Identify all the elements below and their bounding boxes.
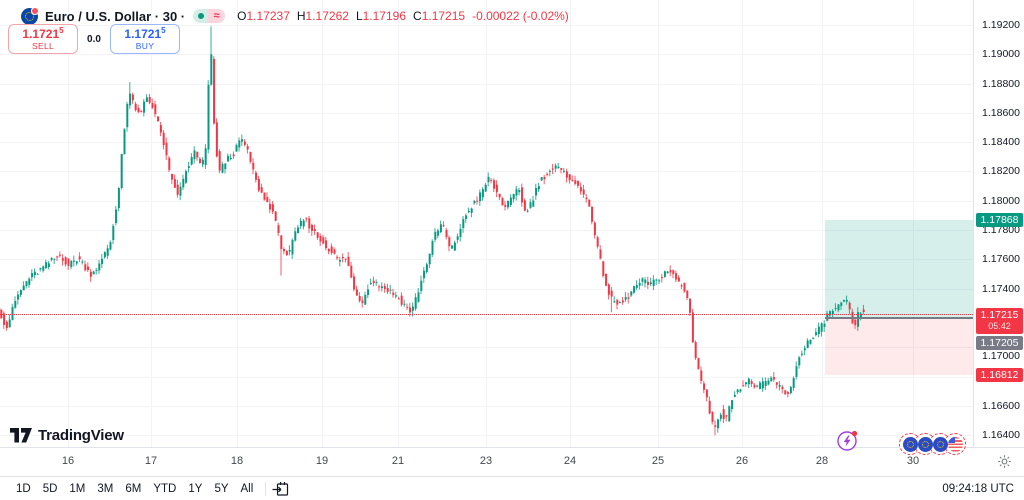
price-tick-1.18800: 1.18800 xyxy=(982,78,1020,90)
timeframe-button-ytd[interactable]: YTD xyxy=(153,482,177,495)
date-label-23: 23 xyxy=(479,455,493,467)
buy-label: BUY xyxy=(135,41,155,52)
close-value: 1.17215 xyxy=(421,9,466,23)
date-label-19: 19 xyxy=(315,455,329,467)
date-label-17: 17 xyxy=(144,455,158,467)
tradingview-logo-text: TradingView xyxy=(38,427,124,444)
date-label-24: 24 xyxy=(563,455,577,467)
timeframe-button-1y[interactable]: 1Y xyxy=(188,482,203,495)
low-label: L xyxy=(355,9,363,23)
economic-event-us-flag-icon[interactable] xyxy=(944,433,966,455)
timeframe-button-all[interactable]: All xyxy=(240,482,254,495)
long-position-loss-zone[interactable] xyxy=(825,317,973,375)
candlestick-canvas[interactable] xyxy=(0,0,973,447)
position-entry-line[interactable] xyxy=(825,317,973,319)
entry-price-label[interactable]: 1.17205 xyxy=(976,336,1023,350)
date-label-25: 25 xyxy=(651,455,665,467)
eurusd-flag-icon xyxy=(21,6,39,25)
date-label-18: 18 xyxy=(230,455,244,467)
economic-events-cluster[interactable] xyxy=(899,433,966,455)
open-value: 1.17237 xyxy=(246,9,290,23)
date-label-26: 26 xyxy=(735,455,749,467)
fair-value-icon: ≈ xyxy=(208,9,226,23)
date-label-16: 16 xyxy=(61,455,75,467)
tradingview-logo[interactable]: TradingView xyxy=(10,427,124,444)
price-tick-1.17000: 1.17000 xyxy=(982,350,1020,362)
date-label-30: 30 xyxy=(906,455,920,467)
buy-button[interactable]: 1.17215 BUY xyxy=(110,24,180,54)
timeframe-button-1d[interactable]: 1D xyxy=(16,482,31,495)
timeframe-button-6m[interactable]: 6M xyxy=(125,482,142,495)
timeframe-buttons: 1D 5D 1M 3M 6M YTD 1Y 5Y All xyxy=(10,481,259,497)
spread-value: 0.0 xyxy=(87,33,101,45)
sell-button[interactable]: 1.17215 SELL xyxy=(8,24,78,54)
close-label: C xyxy=(413,9,422,23)
timeframe-button-3m[interactable]: 3M xyxy=(97,482,114,495)
price-tick-1.17400: 1.17400 xyxy=(982,283,1020,295)
symbol-title[interactable]: Euro / U.S. Dollar · 30 · xyxy=(45,8,186,24)
take-profit-price-label[interactable]: 1.17868 xyxy=(976,213,1023,227)
date-label-28: 28 xyxy=(815,455,829,467)
tradingview-logo-icon xyxy=(10,428,32,443)
date-label-21: 21 xyxy=(391,455,405,467)
price-tick-1.18000: 1.18000 xyxy=(982,195,1020,207)
symbol-legend[interactable]: Euro / U.S. Dollar · 30 · ≈ O1.17237 H1.… xyxy=(21,6,569,26)
timeframe-button-5y[interactable]: 5Y xyxy=(214,482,229,495)
ohlc-readout: O1.17237 H1.17262 L1.17196 C1.17215 -0.0… xyxy=(237,9,569,23)
utc-clock: 09:24:18 UTC xyxy=(942,482,1014,495)
price-tick-1.19000: 1.19000 xyxy=(982,48,1020,60)
market-status-icon xyxy=(193,9,209,23)
timeframe-button-1m[interactable]: 1M xyxy=(69,482,86,495)
long-position-profit-zone[interactable] xyxy=(825,220,973,317)
current-price-line xyxy=(0,314,973,315)
open-label: O xyxy=(237,9,247,23)
price-tick-1.18400: 1.18400 xyxy=(982,136,1020,148)
price-tick-1.17600: 1.17600 xyxy=(982,253,1020,265)
high-label: H xyxy=(296,9,306,23)
current-price-label[interactable]: 1.17215 05:42 xyxy=(976,308,1023,334)
price-tick-1.16400: 1.16400 xyxy=(982,429,1020,441)
timeframe-button-5d[interactable]: 5D xyxy=(42,482,58,495)
toolbar-divider xyxy=(265,481,267,496)
price-axis[interactable]: 1.19200 1.19000 1.18800 1.18600 1.18400 1.182… xyxy=(973,0,1024,447)
bottom-toolbar: 1D 5D 1M 3M 6M YTD 1Y 5Y All 09:24:18 UTC xyxy=(0,476,1024,500)
axis-settings-gear-icon[interactable] xyxy=(997,454,1012,469)
chart-plot-area[interactable] xyxy=(0,0,973,447)
trade-panel: 1.17215 SELL 0.0 1.17215 BUY xyxy=(8,24,180,54)
alert-lightning-icon[interactable] xyxy=(836,429,859,452)
status-chips: ≈ xyxy=(193,9,226,23)
price-tick-1.16600: 1.16600 xyxy=(982,400,1020,412)
price-tick-1.18600: 1.18600 xyxy=(982,107,1020,119)
low-value: 1.17196 xyxy=(362,9,407,23)
price-tick-1.19200: 1.19200 xyxy=(982,19,1020,31)
price-tick-1.17800: 1.17800 xyxy=(982,224,1020,236)
stop-loss-price-label[interactable]: 1.16812 xyxy=(976,368,1023,382)
time-axis[interactable]: 16 17 18 19 21 23 24 25 26 28 30 xyxy=(0,447,1024,477)
sell-label: SELL xyxy=(32,41,54,52)
change-value: -0.00022 (-0.02%) xyxy=(472,9,569,23)
go-to-date-icon[interactable] xyxy=(272,481,290,497)
high-value: 1.17262 xyxy=(305,9,349,23)
price-tick-1.18200: 1.18200 xyxy=(982,165,1020,177)
